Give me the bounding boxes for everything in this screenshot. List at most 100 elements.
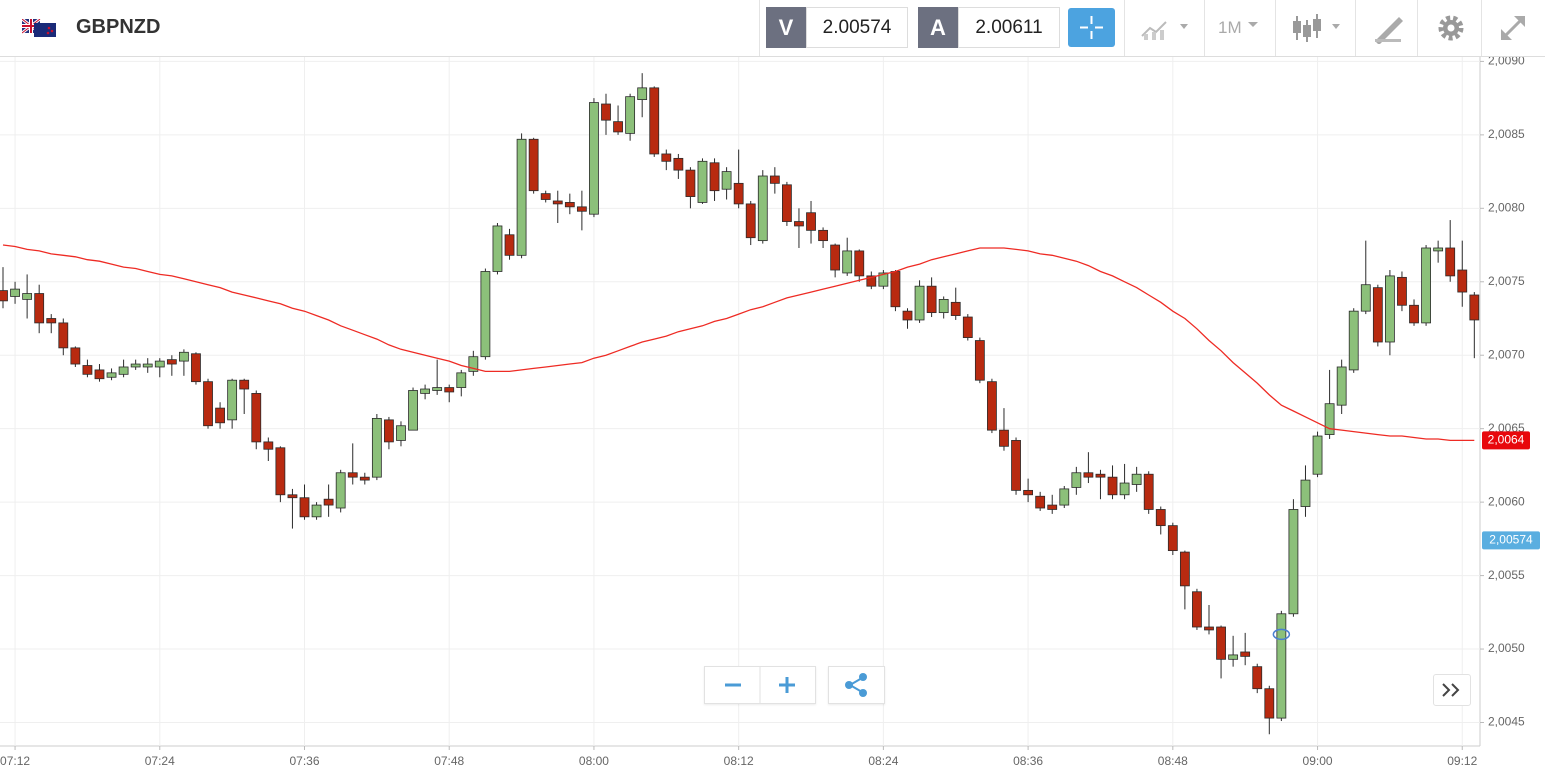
share-icon: [845, 673, 867, 697]
crosshair-button[interactable]: [1068, 8, 1115, 47]
candle-body: [420, 388, 431, 394]
candle: [757, 170, 768, 244]
candle: [661, 149, 672, 171]
candle-style-button[interactable]: [1290, 12, 1346, 44]
bid-price[interactable]: 2.00574: [806, 7, 908, 48]
candle-body: [1204, 626, 1214, 631]
candle-body: [950, 301, 961, 316]
zoom-icons: [705, 667, 815, 703]
candle-body: [926, 285, 937, 314]
candle-body: [1276, 613, 1287, 719]
ask-price[interactable]: 2.00611: [958, 7, 1060, 48]
x-tick-label: 07:36: [289, 754, 319, 768]
candle-body: [468, 356, 479, 372]
candle-body: [335, 472, 346, 509]
candle: [878, 270, 889, 290]
candle-body: [504, 234, 515, 256]
candle: [444, 384, 455, 403]
candle-body: [191, 353, 201, 383]
candle-body: [215, 407, 225, 424]
candle-body: [878, 272, 889, 287]
candle-body: [347, 472, 358, 478]
candle: [166, 355, 177, 376]
share-button[interactable]: [828, 666, 885, 704]
fullscreen-button[interactable]: [1498, 13, 1528, 43]
timeframe[interactable]: 1M: [1218, 18, 1242, 37]
candle-body: [1397, 276, 1407, 306]
candle-body: [432, 387, 443, 391]
drawing-tools-button[interactable]: [1372, 14, 1406, 44]
zoom-in-button[interactable]: [760, 667, 815, 703]
candle-body: [1385, 275, 1395, 343]
candle: [10, 281, 20, 304]
candle-body: [1372, 287, 1383, 343]
candle: [191, 352, 201, 385]
candle: [1155, 506, 1166, 535]
flag-icon: [22, 19, 56, 37]
y-tick-label: 2,0045: [1488, 715, 1525, 729]
candle: [359, 472, 370, 485]
ask-tag[interactable]: A: [918, 7, 958, 48]
candle-body: [794, 221, 804, 227]
bid-label: 2,00574: [1489, 533, 1533, 547]
bid-tag[interactable]: V: [766, 7, 806, 48]
candle-body: [311, 504, 322, 518]
candle-body: [444, 387, 455, 393]
candle: [1397, 271, 1407, 312]
candle-body: [914, 285, 925, 321]
candle-body: [540, 193, 551, 200]
candle: [492, 223, 503, 275]
candle: [94, 364, 105, 382]
candle-body: [1445, 247, 1456, 277]
candle-body: [999, 429, 1009, 447]
candle-body: [287, 494, 298, 499]
candle: [311, 502, 322, 520]
candle: [287, 488, 298, 529]
candle: [974, 337, 985, 384]
candle-body: [1023, 489, 1033, 496]
separator: [1275, 0, 1276, 56]
chart-type-button[interactable]: [1138, 14, 1194, 42]
candle: [1071, 466, 1082, 495]
x-tick-label: 07:48: [434, 754, 464, 768]
candle-body: [721, 171, 732, 190]
separator: [759, 0, 760, 56]
ma-label: 2,0064: [1488, 433, 1525, 447]
crosshair-icon: [1080, 16, 1103, 39]
candle-body: [1119, 482, 1130, 496]
candle-body: [1035, 495, 1046, 509]
zoom-out-button[interactable]: [705, 667, 760, 703]
candle-body: [70, 347, 81, 365]
candle: [1433, 240, 1444, 263]
candle: [999, 408, 1009, 451]
candle-body: [637, 87, 648, 101]
candle-body: [685, 169, 696, 197]
candle-body: [239, 379, 250, 390]
candle-body: [130, 363, 141, 368]
candle: [1023, 478, 1033, 503]
ma-label-box: [1482, 431, 1530, 450]
candle-body: [649, 87, 660, 155]
candle-body: [1433, 247, 1444, 252]
candle-body: [528, 138, 539, 192]
x-tick-label: 08:12: [724, 754, 754, 768]
y-tick-label: 2,0080: [1488, 200, 1525, 214]
candle: [818, 227, 828, 248]
candle: [1445, 220, 1456, 282]
candle: [564, 193, 575, 215]
moving-average: [2, 244, 1475, 442]
settings-button[interactable]: [1436, 13, 1466, 43]
candle-body: [938, 298, 949, 314]
candle: [902, 308, 913, 329]
candle: [794, 208, 804, 248]
candle-body: [866, 275, 877, 287]
candle: [625, 93, 636, 141]
candle: [58, 318, 69, 356]
candle: [552, 190, 563, 224]
candle-body: [1107, 476, 1118, 496]
scroll-right-button[interactable]: [1433, 674, 1471, 706]
position-marker: [1272, 628, 1291, 641]
candle: [733, 149, 744, 209]
candle-body: [1131, 473, 1142, 485]
